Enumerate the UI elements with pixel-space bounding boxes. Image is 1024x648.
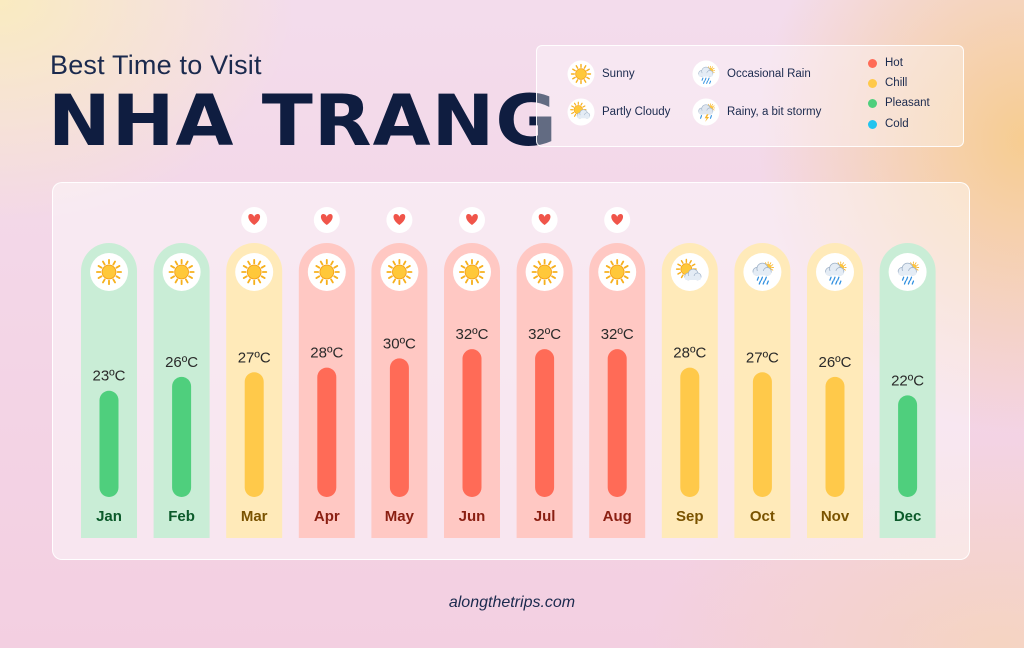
month-column-feb: 26ºC Feb [153, 243, 210, 538]
value-label: 22ºC [891, 372, 924, 389]
temperature-bar [607, 349, 627, 497]
month-label: Nov [821, 508, 850, 525]
occasional-rain-icon [888, 253, 927, 291]
month-label: Jul [534, 508, 556, 525]
legend-item-sunny: Sunny [567, 60, 635, 88]
month-label: Jun [459, 508, 486, 525]
month-label: May [385, 508, 415, 525]
legend-item-stormy: Rainy, a bit stormy [692, 98, 821, 126]
month-column-jan: 23ºC Jan [81, 243, 137, 538]
temperature-bar [317, 367, 337, 497]
legend-label: Partly Cloudy [602, 106, 671, 118]
temperature-bar [898, 395, 918, 497]
stormy-icon [692, 98, 720, 126]
sunny-icon [453, 253, 491, 291]
legend-label: Occasional Rain [727, 68, 811, 80]
partly-cloudy-icon [670, 253, 709, 291]
month-column-nov: 26ºC Nov [807, 243, 863, 538]
month-label: Oct [750, 508, 775, 525]
legend-dot-cold [868, 119, 877, 129]
legend-item-pleasant: Pleasant [868, 97, 930, 109]
month-column-aug: 32ºC Aug [589, 207, 646, 538]
temperature-bar [752, 372, 772, 497]
legend-item-cold: Cold [868, 118, 909, 130]
temperature-bar [535, 349, 555, 497]
sunny-icon [307, 253, 346, 291]
sunny-icon [380, 253, 419, 291]
legend: Sunny Partly Cloudy Occasional Rain Rain… [536, 45, 964, 147]
temperature-bar [825, 376, 845, 497]
page-subtitle: Best Time to Visit [50, 50, 262, 80]
temperature-bar [172, 376, 192, 497]
month-column-dec: 22ºC Dec [879, 243, 936, 538]
month-column-apr: 28ºC Apr [298, 207, 355, 538]
sunny-icon [598, 253, 637, 291]
footer-website[interactable]: alongthetrips.com [448, 594, 576, 611]
occasional-rain-icon [743, 253, 782, 291]
month-column-mar: 27ºC Mar [226, 207, 283, 538]
month-label: Jan [96, 508, 122, 525]
value-label: 28ºC [310, 345, 343, 362]
legend-dot-hot [868, 58, 877, 68]
legend-label: Chill [885, 77, 908, 89]
value-label: 27ºC [238, 349, 271, 366]
month-label: Mar [241, 508, 268, 525]
column-background [879, 243, 936, 538]
value-label: 30ºC [383, 335, 416, 352]
month-label: Sep [676, 508, 704, 525]
heart-icon [531, 207, 558, 233]
temperature-bar [462, 349, 482, 497]
month-column-sep: 28ºC Sep [661, 243, 718, 538]
legend-item-chill: Chill [868, 77, 907, 89]
month-column-jul: 32ºC Jul [516, 207, 573, 538]
legend-label: Sunny [602, 68, 635, 80]
month-column-oct: 27ºC Oct [734, 243, 791, 538]
sunny-icon [525, 253, 564, 291]
temperature-bar [244, 372, 264, 497]
value-label: 26ºC [819, 354, 852, 371]
temperature-chart: 23ºC Jan 26ºC Feb 27ºC Mar 28ºC Apr 30ºC May 32ºC J… [81, 207, 936, 538]
chart-card: 23ºC Jan 26ºC Feb 27ºC Mar 28ºC Apr 30ºC May 32ºC J… [52, 182, 970, 560]
value-label: 23ºC [93, 368, 126, 385]
heart-icon [386, 207, 413, 233]
legend-dot-chill [868, 78, 877, 88]
heart-icon [313, 207, 340, 233]
legend-label: Rainy, a bit stormy [727, 106, 822, 118]
column-background [81, 243, 137, 538]
month-label: Apr [314, 508, 340, 525]
occasional-rain-icon [692, 60, 720, 88]
sunny-icon [90, 253, 128, 291]
legend-item-occasional-rain: Occasional Rain [692, 60, 811, 88]
month-column-jun: 32ºC Jun [444, 207, 500, 538]
heart-icon [459, 207, 485, 233]
month-label: Feb [168, 508, 195, 525]
legend-label: Hot [885, 57, 903, 69]
value-label: 28ºC [673, 345, 706, 362]
legend-item-hot: Hot [868, 57, 903, 69]
legend-item-partly-cloudy: Partly Cloudy [567, 98, 670, 126]
sunny-icon [162, 253, 201, 291]
value-label: 32ºC [456, 326, 489, 343]
legend-label: Cold [885, 118, 909, 130]
month-column-may: 30ºC May [371, 207, 428, 538]
occasional-rain-icon [816, 253, 854, 291]
month-label: Dec [894, 508, 922, 525]
value-label: 26ºC [165, 354, 198, 371]
month-label: Aug [603, 508, 632, 525]
heart-icon [604, 207, 631, 233]
legend-dot-pleasant [868, 98, 877, 108]
page-title: NHA TRANG [48, 80, 558, 162]
value-label: 32ºC [528, 326, 561, 343]
partly-cloudy-icon [567, 98, 595, 126]
temperature-bar [389, 358, 409, 497]
heart-icon [241, 207, 268, 233]
sunny-icon [567, 60, 595, 88]
value-label: 27ºC [746, 349, 779, 366]
value-label: 32ºC [601, 326, 634, 343]
temperature-bar [680, 367, 700, 497]
sunny-icon [235, 253, 274, 291]
temperature-bar [99, 390, 119, 497]
legend-label: Pleasant [885, 97, 930, 109]
